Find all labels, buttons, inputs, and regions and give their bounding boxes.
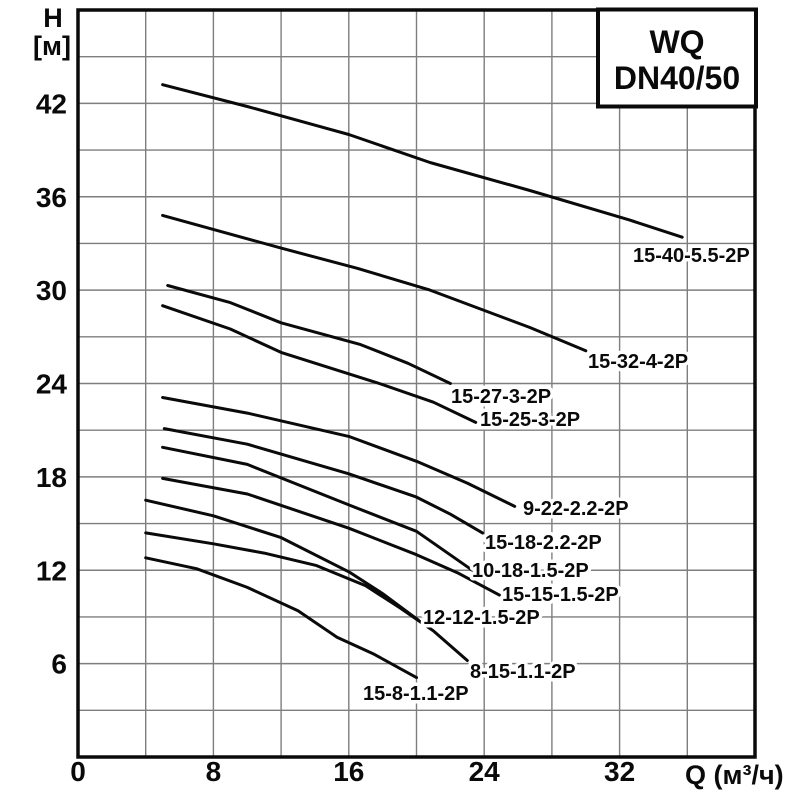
curve-label-15-27-3-2P: 15-27-3-2P bbox=[451, 386, 551, 408]
pump-curve-8-15-1.1-2P bbox=[144, 531, 469, 662]
y-axis-unit: [м] bbox=[33, 31, 71, 61]
pump-curve-15-27-3-2P bbox=[166, 284, 452, 385]
curve-label-15-18-2.2-2P: 15-18-2.2-2P bbox=[485, 532, 602, 554]
x-axis-title: Q (м³/ч) bbox=[685, 760, 784, 790]
curve-label-9-22-2.2-2P: 9-22-2.2-2P bbox=[523, 498, 629, 520]
pump-curve-15-25-3-2P bbox=[161, 304, 478, 424]
curve-label-15-25-3-2P: 15-25-3-2P bbox=[480, 409, 580, 431]
chart-title-line1: WQ bbox=[649, 24, 704, 60]
curve-label-15-40-5.5-2P: 15-40-5.5-2P bbox=[633, 245, 750, 267]
grid-layer bbox=[78, 10, 755, 757]
pump-curve-15-8-1.1-2P bbox=[144, 556, 418, 680]
y-tick-label: 30 bbox=[36, 275, 67, 306]
pump-curve-15-15-1.5-2P bbox=[161, 476, 501, 597]
pump-curve-10-18-1.5-2P bbox=[161, 445, 474, 572]
axis-tick-layer: 42 36 30 24 18 12 6 0 8 16 24 32 bbox=[36, 88, 635, 787]
pump-curve-15-18-2.2-2P bbox=[162, 427, 484, 535]
y-axis-title: H bbox=[43, 3, 63, 33]
y-tick-label: 36 bbox=[36, 182, 67, 213]
chart-title-box-border bbox=[596, 7, 758, 109]
plot-border bbox=[76, 8, 757, 759]
curve-label-8-15-1.1-2P: 8-15-1.1-2P bbox=[470, 661, 576, 683]
x-tick-label: 24 bbox=[469, 756, 501, 787]
chart-title-line2: DN40/50 bbox=[614, 60, 740, 96]
pump-curve-15-32-4-2P bbox=[161, 213, 588, 353]
curve-label-10-18-1.5-2P: 10-18-1.5-2P bbox=[472, 560, 589, 582]
y-tick-label: 18 bbox=[36, 462, 67, 493]
curve-label-15-32-4-2P: 15-32-4-2P bbox=[588, 351, 688, 373]
curve-label-15-8-1.1-2P: 15-8-1.1-2P bbox=[363, 683, 469, 705]
curve-layer bbox=[144, 83, 684, 680]
x-tick-label: 16 bbox=[333, 756, 364, 787]
x-tick-label: 8 bbox=[206, 756, 222, 787]
chart-title-box: WQ DN40/50 bbox=[596, 7, 758, 109]
x-tick-label: 32 bbox=[604, 756, 635, 787]
y-tick-label: 6 bbox=[51, 649, 67, 680]
pump-curve-15-40-5.5-2P bbox=[161, 83, 684, 239]
pump-curve-12-12-1.5-2P bbox=[144, 498, 420, 622]
curve-label-12-12-1.5-2P: 12-12-1.5-2P bbox=[423, 607, 540, 629]
pump-curve-9-22-2.2-2P bbox=[161, 396, 517, 508]
curve-label-layer: 15-40-5.5-2P 15-32-4-2P 15-27-3-2P15-25-3-… bbox=[360, 242, 754, 709]
y-tick-label: 12 bbox=[36, 555, 67, 586]
curve-label-15-15-1.5-2P: 15-15-1.5-2P bbox=[502, 584, 619, 606]
x-tick-label: 0 bbox=[70, 756, 86, 787]
y-tick-label: 24 bbox=[36, 369, 68, 400]
y-tick-label: 42 bbox=[36, 88, 67, 119]
